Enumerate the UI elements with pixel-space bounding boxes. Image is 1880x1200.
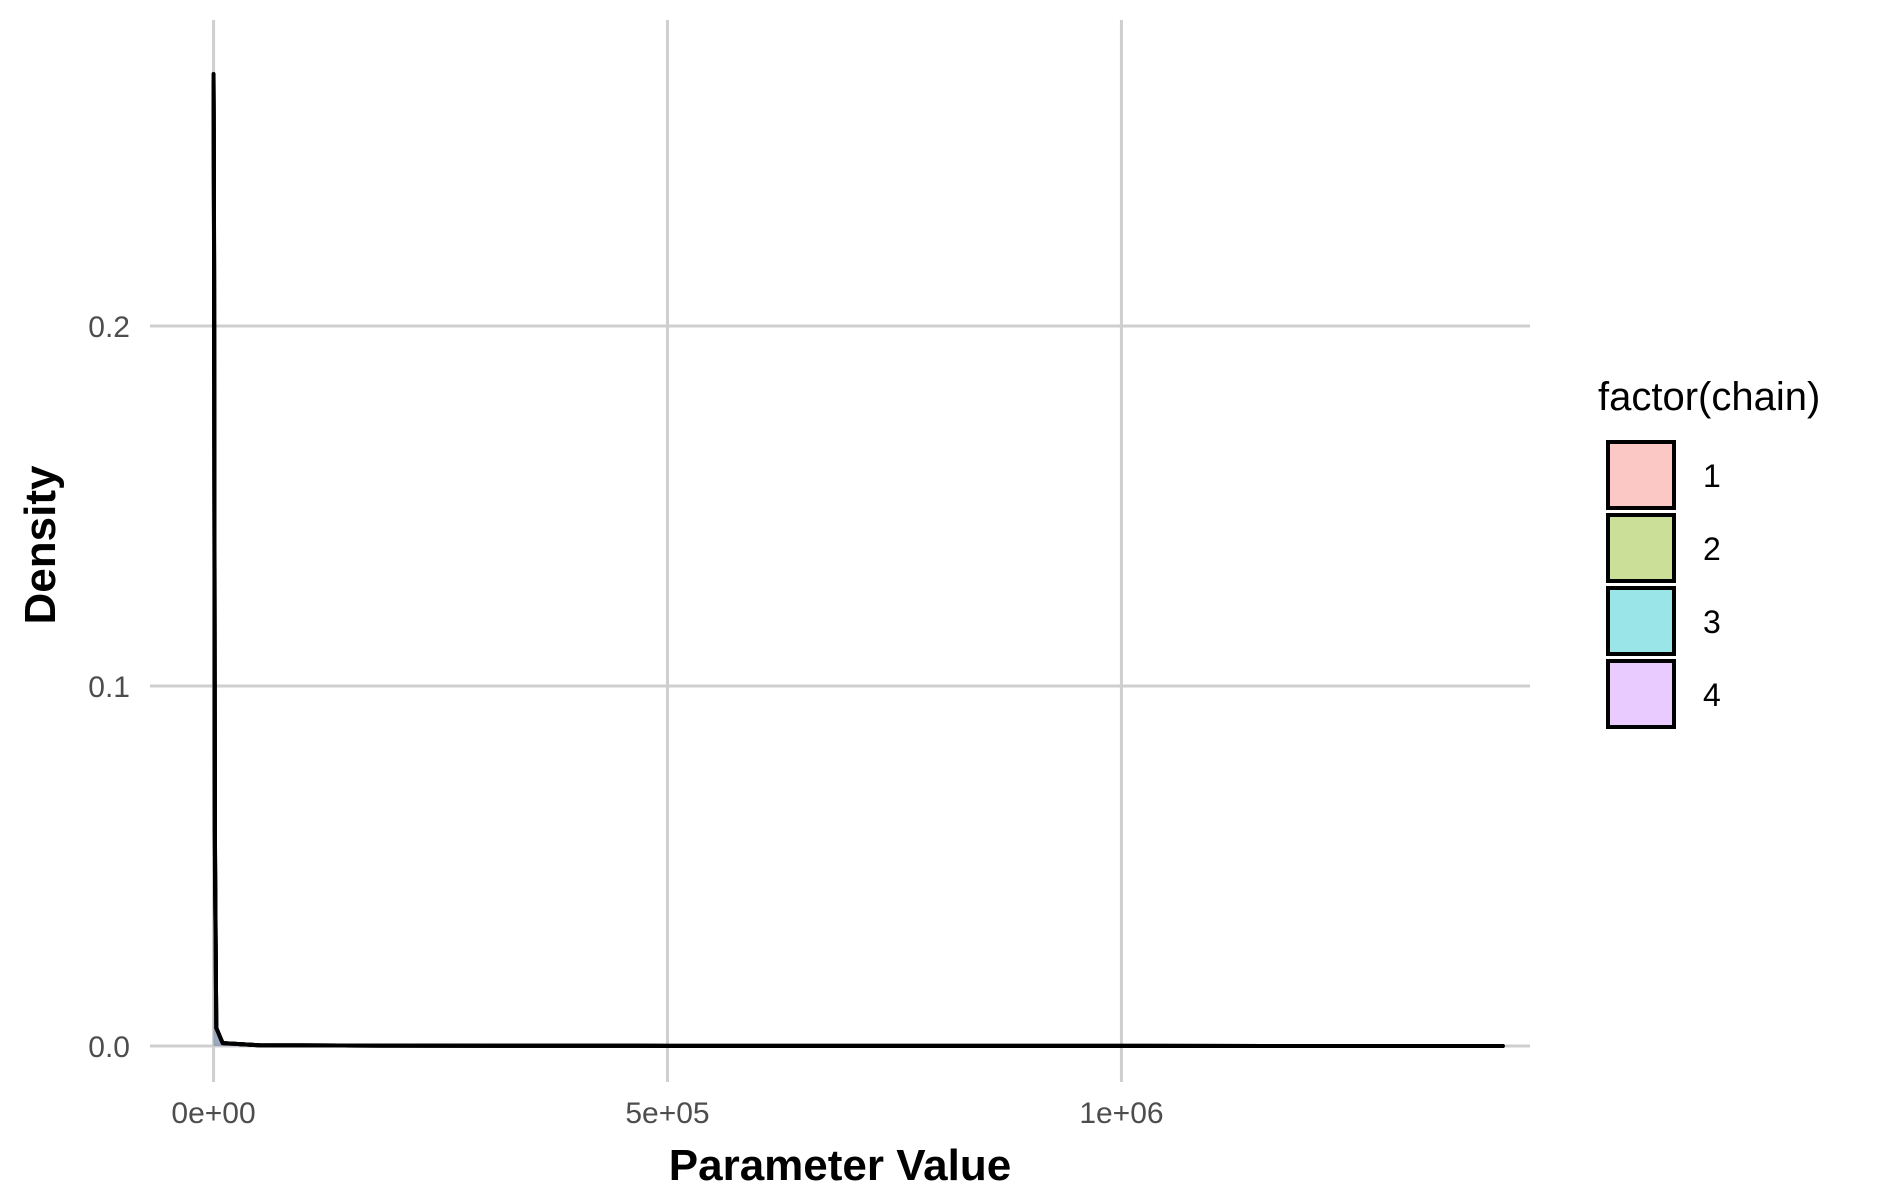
y-tick-label: 0.0 bbox=[88, 1031, 130, 1064]
x-tick-label: 5e+05 bbox=[625, 1097, 709, 1130]
density-curve-chain-3 bbox=[211, 79, 1505, 1048]
y-axis-title: Density bbox=[16, 465, 65, 624]
density-curve-chain-4 bbox=[211, 100, 1505, 1048]
density-fill-chain-1 bbox=[213, 74, 1503, 1046]
x-tick-label: 1e+06 bbox=[1079, 1097, 1163, 1130]
legend: factor(chain) 1 2 3 4 bbox=[1598, 375, 1820, 729]
density-fill-chain-2 bbox=[213, 92, 1503, 1046]
x-tick-label: 0e+00 bbox=[171, 1097, 255, 1130]
legend-key-chain-1 bbox=[1606, 440, 1676, 510]
legend-key-chain-3 bbox=[1606, 586, 1676, 656]
legend-label-chain-3: 3 bbox=[1703, 604, 1721, 640]
density-curve-chain-2 bbox=[211, 90, 1505, 1048]
grid-layer bbox=[150, 20, 1530, 1082]
density-curve-chain-1 bbox=[211, 72, 1505, 1048]
legend-title: factor(chain) bbox=[1598, 375, 1820, 419]
legend-key-chain-4 bbox=[1606, 659, 1676, 729]
x-axis-title: Parameter Value bbox=[669, 1141, 1011, 1190]
tick-layer: 0.0 0.1 0.2 0e+00 5e+05 1e+06 bbox=[88, 311, 1163, 1130]
legend-items: 1 2 3 4 bbox=[1606, 440, 1721, 729]
y-tick-label: 0.2 bbox=[88, 311, 130, 344]
legend-label-chain-2: 2 bbox=[1703, 531, 1721, 567]
legend-label-chain-4: 4 bbox=[1703, 677, 1721, 713]
legend-label-chain-1: 1 bbox=[1703, 458, 1721, 494]
legend-key-chain-2 bbox=[1606, 513, 1676, 583]
density-fill-chain-3 bbox=[213, 81, 1503, 1046]
series-layer bbox=[211, 72, 1505, 1048]
density-fill-chain-4 bbox=[213, 102, 1503, 1047]
y-tick-label: 0.1 bbox=[88, 671, 130, 704]
